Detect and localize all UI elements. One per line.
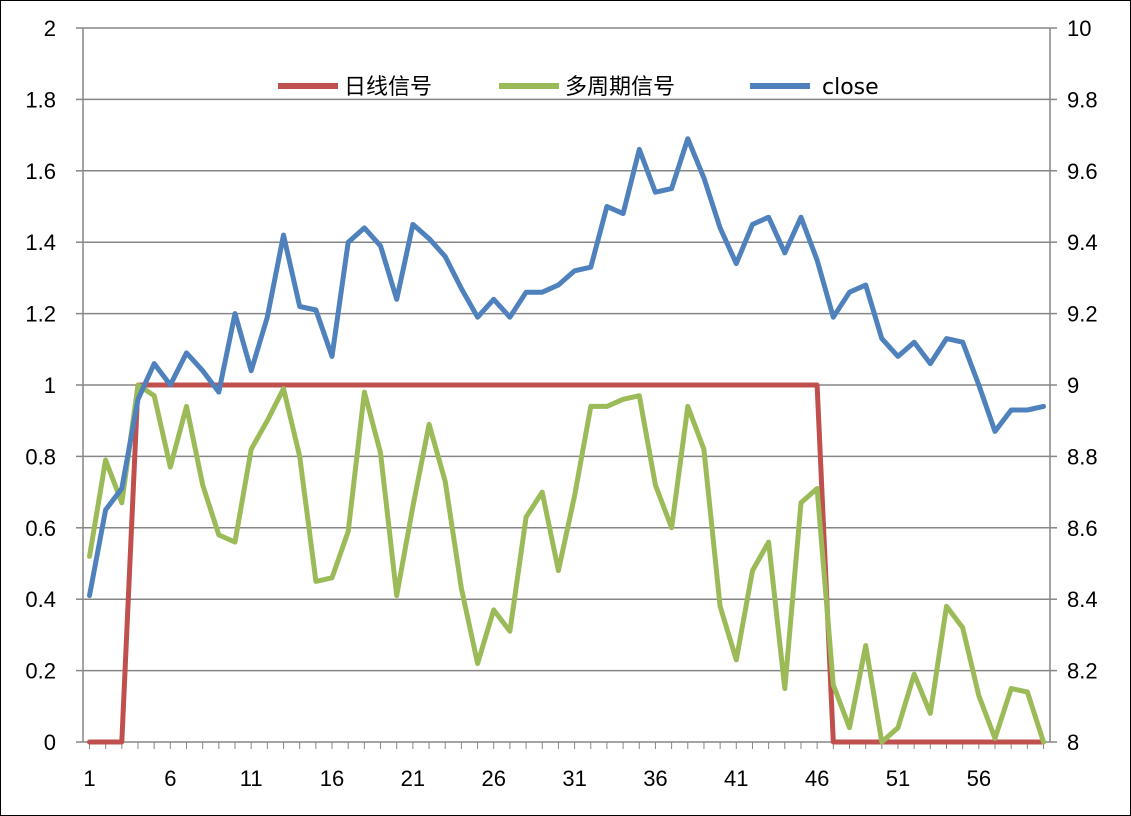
y-left-tick-label: 0 [44, 730, 56, 755]
y-left-tick-label: 1 [44, 373, 56, 398]
y-right-tick-label: 8.8 [1067, 444, 1098, 469]
y-right-tick-label: 8 [1067, 730, 1079, 755]
series-layer [87, 136, 1046, 745]
y-right-tick-label: 8.2 [1067, 659, 1098, 684]
y-left-tick-label: 1.4 [25, 230, 56, 255]
x-tick-label: 1 [83, 766, 95, 791]
y-right-tick-label: 8.6 [1067, 516, 1098, 541]
legend-label: 多周期信号 [565, 75, 675, 100]
x-tick-label: 26 [481, 766, 505, 791]
y-right-tick-label: 9.4 [1067, 230, 1098, 255]
x-tick-label: 41 [724, 766, 748, 791]
x-tick-label: 51 [886, 766, 910, 791]
x-tick-label: 36 [643, 766, 667, 791]
x-tick-label: 56 [967, 766, 991, 791]
y-right-tick-label: 8.4 [1067, 587, 1098, 612]
y-left-tick-label: 0.4 [25, 587, 56, 612]
y-right-tick-label: 9 [1067, 373, 1079, 398]
y-left-tick-label: 0.8 [25, 444, 56, 469]
series-line-1 [87, 382, 1046, 745]
y-left-tick-label: 2 [44, 16, 56, 41]
y-left-tick-label: 0.6 [25, 516, 56, 541]
legend-label: close [822, 75, 879, 100]
y-right-tick-label: 9.6 [1067, 159, 1098, 184]
legend: 日线信号 多周期信号 close [278, 75, 879, 100]
y-right-tick-label: 9.8 [1067, 87, 1098, 112]
series-line-2 [87, 136, 1046, 599]
y-left-tick-label: 1.2 [25, 302, 56, 327]
y-left-tick-label: 1.8 [25, 87, 56, 112]
axes: 0 8 0.2 8.2 0.4 8.4 0.6 8.6 0.8 8.8 1 9 1.2 9.2 1.4 9.4… [25, 16, 1097, 791]
y-left-tick-label: 0.2 [25, 659, 56, 684]
legend-label: 日线信号 [344, 75, 432, 100]
x-tick-label: 6 [164, 766, 176, 791]
x-tick-label: 11 [240, 766, 263, 791]
x-tick-label: 31 [562, 766, 586, 791]
y-left-tick-label: 1.6 [25, 159, 56, 184]
y-right-tick-label: 10 [1067, 16, 1091, 41]
x-tick-label: 16 [320, 766, 344, 791]
x-tick-label: 21 [401, 766, 425, 791]
y-right-tick-label: 9.2 [1067, 302, 1098, 327]
x-tick-label: 46 [805, 766, 829, 791]
